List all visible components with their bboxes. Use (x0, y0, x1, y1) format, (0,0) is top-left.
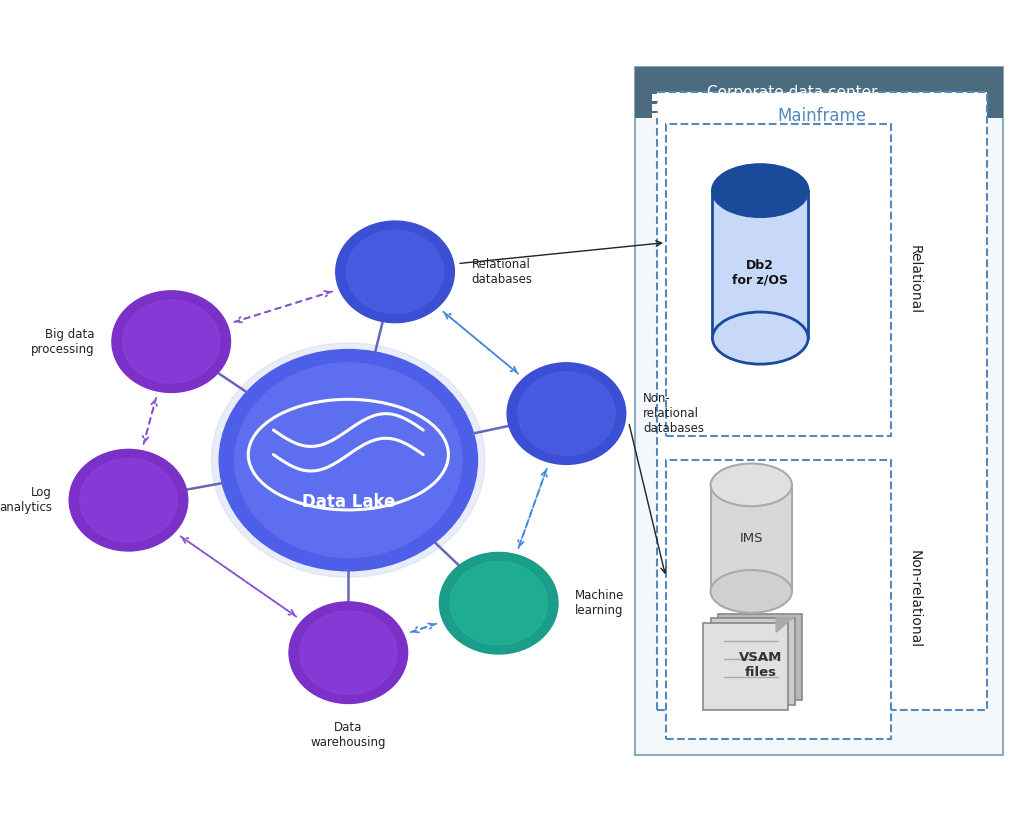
FancyBboxPatch shape (718, 613, 802, 700)
Text: Non-relational: Non-relational (907, 551, 922, 649)
Text: Non-
relational
databases: Non- relational databases (643, 392, 703, 435)
FancyBboxPatch shape (652, 104, 662, 111)
Circle shape (518, 372, 615, 455)
Text: Data
warehousing: Data warehousing (310, 722, 386, 750)
Circle shape (212, 343, 485, 577)
Ellipse shape (711, 570, 792, 612)
FancyBboxPatch shape (711, 485, 792, 591)
Text: Corporate data center: Corporate data center (707, 85, 878, 99)
Circle shape (300, 611, 397, 695)
FancyBboxPatch shape (635, 67, 1004, 755)
FancyBboxPatch shape (666, 124, 891, 436)
FancyBboxPatch shape (664, 94, 673, 101)
Circle shape (234, 363, 462, 557)
Circle shape (123, 300, 220, 383)
FancyBboxPatch shape (657, 91, 987, 710)
FancyBboxPatch shape (711, 618, 796, 705)
Text: VSAM
files: VSAM files (739, 651, 782, 679)
FancyBboxPatch shape (652, 94, 662, 101)
Text: Db2
for z/OS: Db2 for z/OS (732, 259, 788, 287)
Ellipse shape (711, 464, 792, 506)
FancyBboxPatch shape (676, 104, 684, 111)
FancyBboxPatch shape (703, 623, 787, 710)
Text: Relational
databases: Relational databases (472, 258, 532, 286)
Polygon shape (776, 617, 794, 632)
Circle shape (336, 221, 455, 322)
Circle shape (112, 291, 230, 392)
Ellipse shape (713, 312, 808, 364)
FancyBboxPatch shape (713, 191, 808, 338)
FancyBboxPatch shape (635, 67, 1004, 118)
Text: Data Lake: Data Lake (302, 493, 395, 511)
Text: IMS: IMS (739, 532, 763, 545)
Circle shape (507, 363, 626, 464)
Circle shape (451, 561, 548, 645)
FancyBboxPatch shape (676, 94, 684, 101)
Circle shape (80, 459, 177, 542)
Circle shape (70, 450, 187, 551)
Circle shape (346, 230, 443, 313)
FancyBboxPatch shape (664, 104, 673, 111)
Circle shape (289, 602, 408, 704)
Circle shape (219, 349, 477, 570)
FancyBboxPatch shape (652, 113, 684, 118)
Circle shape (439, 552, 558, 654)
Text: Relational: Relational (907, 245, 922, 315)
Text: Log
analytics: Log analytics (0, 486, 52, 515)
Text: Machine
learning: Machine learning (575, 589, 625, 617)
FancyBboxPatch shape (666, 460, 891, 739)
Text: Big data
processing: Big data processing (31, 328, 94, 356)
Ellipse shape (713, 164, 808, 217)
Text: Mainframe: Mainframe (778, 107, 866, 125)
